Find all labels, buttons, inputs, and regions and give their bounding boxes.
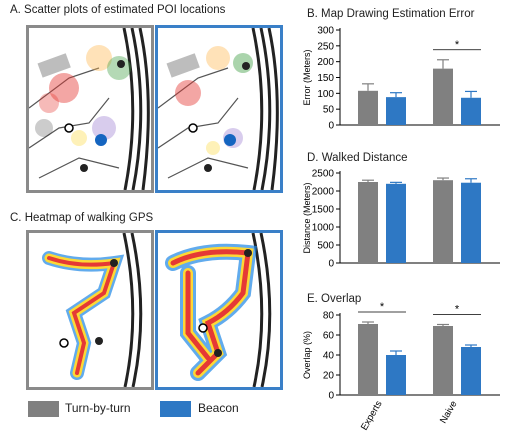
panel-d-title: D. Walked Distance bbox=[307, 152, 408, 164]
bar-beacon bbox=[461, 97, 481, 125]
significance-star: * bbox=[455, 39, 460, 51]
panel-b-title: B. Map Drawing Estimation Error bbox=[307, 8, 475, 20]
legend-swatch-beacon bbox=[160, 401, 191, 417]
legend: Turn-by-turn Beacon bbox=[28, 399, 278, 421]
y-axis-label: Distance (Meters) bbox=[302, 182, 312, 253]
panel-a-title: A. Scatter plots of estimated POI locati… bbox=[10, 4, 226, 16]
heatmap-turn-by-turn bbox=[26, 230, 154, 390]
bar-beacon bbox=[386, 183, 406, 263]
error-bar-chart: Error (Meters) 0 50 100 150 200 250 300 * bbox=[302, 26, 500, 132]
heatmap-image bbox=[42, 233, 143, 387]
significance-star: * bbox=[455, 304, 460, 316]
overlap-chart: Overlap (%) 0 20 40 60 80 * * Experts Naive bbox=[302, 301, 500, 433]
bar-turn-by-turn bbox=[433, 68, 453, 125]
y-axis-label: Overlap (%) bbox=[302, 331, 312, 379]
y-tick-label: 0 bbox=[328, 259, 334, 270]
panel-c-title: C. Heatmap of walking GPS bbox=[10, 212, 154, 224]
category-label: Experts bbox=[359, 399, 385, 433]
y-tick-label: 1500 bbox=[312, 205, 335, 216]
y-tick-label: 300 bbox=[317, 26, 334, 37]
bar-beacon bbox=[461, 182, 481, 263]
category-label: Naive bbox=[438, 399, 460, 426]
scatter-map-image bbox=[158, 28, 279, 190]
y-tick-label: 200 bbox=[317, 57, 334, 68]
y-tick-label: 150 bbox=[317, 73, 334, 84]
y-tick-label: 2000 bbox=[312, 187, 335, 198]
y-tick-label: 40 bbox=[323, 351, 335, 362]
y-tick-label: 20 bbox=[323, 371, 335, 382]
y-tick-label: 500 bbox=[317, 241, 334, 252]
bar-turn-by-turn bbox=[433, 180, 453, 263]
walked-distance-chart: Distance (Meters) 0 500 1000 1500 2000 2500 bbox=[302, 169, 500, 270]
legend-label-beacon: Beacon bbox=[198, 401, 239, 415]
heatmap-image bbox=[165, 233, 272, 387]
bar-beacon bbox=[386, 97, 406, 125]
panel-e-title: E. Overlap bbox=[307, 293, 362, 305]
y-tick-label: 50 bbox=[323, 105, 335, 116]
significance-star: * bbox=[380, 301, 385, 313]
legend-label-turn-by-turn: Turn-by-turn bbox=[65, 401, 131, 415]
legend-swatch-turn-by-turn bbox=[28, 401, 59, 417]
heatmap-beacon bbox=[155, 230, 283, 390]
scatter-map-beacon bbox=[155, 25, 283, 193]
scatter-map-image bbox=[29, 28, 150, 190]
bar-turn-by-turn bbox=[358, 324, 378, 395]
bar-turn-by-turn bbox=[358, 182, 378, 263]
bar-beacon bbox=[386, 355, 406, 395]
y-tick-label: 0 bbox=[328, 121, 334, 132]
bar-beacon bbox=[461, 347, 481, 395]
y-tick-label: 0 bbox=[328, 391, 334, 402]
y-tick-label: 80 bbox=[323, 311, 335, 322]
y-axis-label: Error (Meters) bbox=[302, 49, 312, 105]
bar-turn-by-turn bbox=[433, 326, 453, 395]
y-tick-label: 250 bbox=[317, 41, 334, 52]
y-tick-label: 1000 bbox=[312, 223, 335, 234]
y-tick-label: 100 bbox=[317, 89, 334, 100]
bar-turn-by-turn bbox=[358, 90, 378, 125]
y-tick-label: 2500 bbox=[312, 169, 335, 180]
scatter-map-turn-by-turn bbox=[26, 25, 154, 193]
y-tick-label: 60 bbox=[323, 331, 335, 342]
